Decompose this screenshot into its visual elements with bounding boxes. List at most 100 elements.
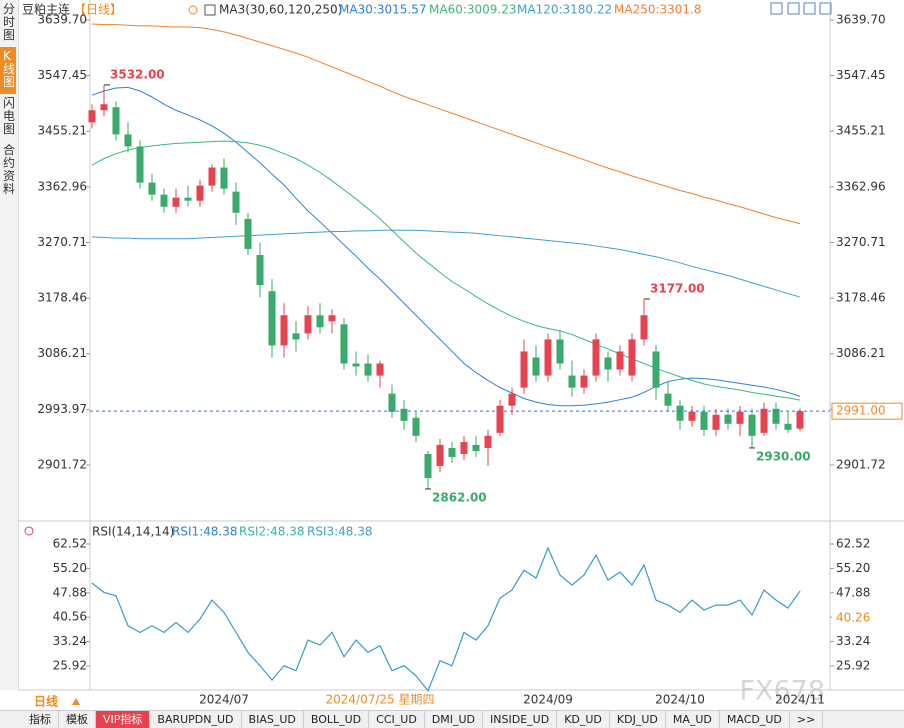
candle-body [196,185,204,201]
indicator-tab[interactable]: MA_UD [666,711,720,728]
y-tick-label: 3455.21 [37,124,87,138]
indicator-tab[interactable]: KDJ_UD [610,711,666,728]
candle-body [172,197,180,207]
legend-item: MA250:3301.8 [614,3,702,17]
candle-body [664,393,672,406]
candle-body [592,339,600,376]
candle-body [676,405,684,421]
candle-body [628,339,636,376]
legend-item: RSI1:48.38 [172,525,238,539]
candle-body [268,291,276,346]
indicator: MA3(30,60,120,250) [219,3,342,17]
y-tick-label: 3362.96 [836,179,886,193]
indicator-tab[interactable]: VIP指标 [96,711,151,728]
indicator-tab[interactable]: MACD_UD [720,711,790,728]
y-tick-label: 3639.70 [836,12,886,26]
indicator-tab[interactable]: BOLL_UD [304,711,370,728]
dropdown-icon[interactable] [72,698,80,705]
candle-body [508,393,516,406]
y-tick-label: 3547.45 [836,68,886,82]
y-tick-label: 47.88 [836,585,870,599]
indicator-tab[interactable]: BARUPDN_UD [150,711,242,728]
candle-body [340,324,348,364]
window-controls [770,2,832,15]
candle-body [688,411,696,421]
indicator-tab[interactable]: 指标 [22,711,59,728]
indicator-tab[interactable]: DMI_UD [425,711,484,728]
y-tick-label: 3086.21 [836,346,886,360]
candle-body [616,351,624,370]
period: 【日线】 [74,3,122,17]
series-line [91,140,801,401]
candle-body [112,107,120,135]
y-tick-label: 25.92 [53,659,87,673]
tab-flash[interactable]: 闪电图 [3,96,16,136]
period-selector[interactable]: 日线 [34,694,58,709]
low-label: 2930.00 [756,449,811,463]
high-label: 3177.00 [650,281,705,295]
y-tick-label: 62.52 [53,537,87,551]
candle-body [532,357,540,376]
candle-body [280,315,288,346]
candle-body [484,435,492,448]
candle-body [256,254,264,286]
legend-item: RSI2:48.38 [239,525,305,539]
y-tick-label: 25.92 [836,659,870,673]
candle-body [544,339,552,376]
current-value-label: 40.26 [836,611,870,625]
candle-body [400,408,408,421]
indicator-tab[interactable]: BIAS_UD [242,711,304,728]
x-tick-label: 2024/09 [523,693,573,707]
settings-icon[interactable] [204,4,216,16]
x-tick-label: 2024/11 [775,693,825,707]
current-value-box [832,611,872,626]
icon[interactable] [803,2,816,15]
series-line [91,23,801,225]
candle-body [364,363,372,376]
cursor-date: 2024/07/25 星期四 [326,693,435,707]
y-tick-label: 2901.72 [836,457,886,471]
watermark: FX678 [739,676,825,707]
chart: 豆粕主连 【日线】 MA3(30,60,120,250) MA30:3015.5… [18,0,904,709]
indicator-tabs: 指标 模板 VIP指标 BARUPDN_UD BIAS_UD BOLL_UD CCI_UD D… [0,710,904,728]
legend-item: MA120:3180.22 [517,3,612,17]
candle-body [700,411,708,430]
y-tick-label: 3455.21 [836,124,886,138]
x-tick-label: 2024/10 [655,693,705,707]
icon[interactable] [787,2,800,15]
y-tick-label: 55.20 [53,561,87,575]
current-price-box [831,402,903,420]
y-tick-label: 62.52 [836,537,870,551]
series-line [91,546,801,692]
candle-body [376,363,384,376]
candle-body [412,417,420,436]
y-tick-label: 3639.70 [37,12,87,26]
indicator-tab[interactable]: INSIDE_UD [483,711,558,728]
tab-contract[interactable]: 合约资料 [3,143,16,196]
indicator-tab[interactable]: KD_UD [557,711,610,728]
y-tick-label: 33.24 [836,634,870,648]
rsi-icon[interactable] [24,526,34,536]
indicator-tab[interactable]: >> [790,711,824,728]
candle-body [736,411,744,424]
indicator-tab[interactable]: CCI_UD [369,711,425,728]
legend-item: MA30:3015.57 [339,3,427,17]
low-label: 2862.00 [432,490,487,504]
legend-item: RSI3:48.38 [307,525,373,539]
candle-body [184,197,192,201]
icon[interactable] [819,2,832,15]
icon[interactable] [770,2,783,15]
candle-body [712,414,720,430]
tab-timeshare[interactable]: 分时图 [3,2,16,42]
tab-kline[interactable]: K线图 [0,47,16,94]
add-icon[interactable] [188,5,198,15]
y-tick-label: 3086.21 [37,346,87,360]
y-tick-label: 3362.96 [37,179,87,193]
candle-body [352,363,360,367]
indicator-tab[interactable]: 模板 [59,711,96,728]
candle-body [796,411,804,429]
sidebar: 分时图 K线图 闪电图 合约资料 [0,0,19,690]
candle-body [88,110,96,123]
y-tick-label: 3178.46 [37,291,87,305]
